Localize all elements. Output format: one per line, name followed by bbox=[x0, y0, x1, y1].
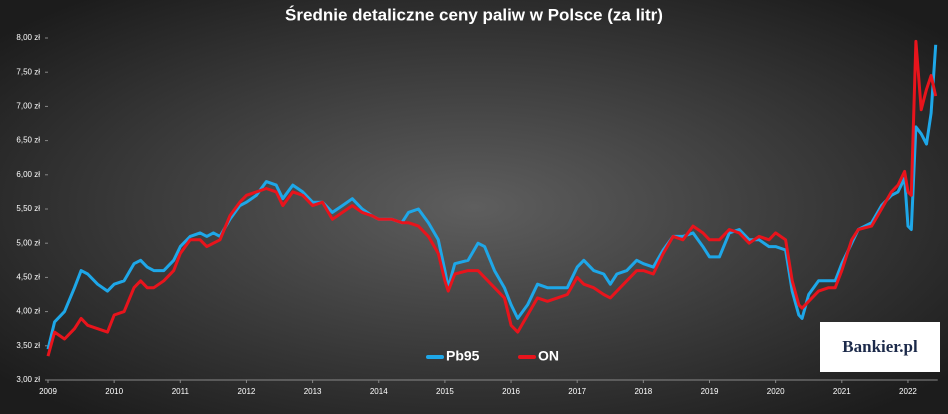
series-line bbox=[46, 44, 938, 350]
x-tick-label: 2020 bbox=[767, 387, 785, 396]
x-tick-label: 2016 bbox=[502, 387, 520, 396]
x-tick-label: 2022 bbox=[899, 387, 917, 396]
x-tick-label: 2012 bbox=[238, 387, 256, 396]
y-tick-label: 8,00 zł bbox=[16, 33, 40, 42]
x-tick-label: 2011 bbox=[172, 387, 190, 396]
chart-title: Średnie detaliczne ceny paliw w Polsce (… bbox=[285, 5, 663, 24]
y-tick-label: 3,50 zł bbox=[16, 341, 40, 350]
logo-box bbox=[820, 322, 940, 372]
x-tick-label: 2019 bbox=[701, 387, 719, 396]
y-tick-label: 4,50 zł bbox=[16, 273, 40, 282]
y-tick-label: 6,00 zł bbox=[16, 170, 40, 179]
y-tick-label: 4,00 zł bbox=[16, 307, 40, 316]
y-tick-label: 6,50 zł bbox=[16, 136, 40, 145]
x-tick-label: 2018 bbox=[634, 387, 652, 396]
series-line bbox=[46, 39, 938, 357]
y-tick-label: 3,00 zł bbox=[16, 375, 40, 384]
legend-label: Pb95 bbox=[446, 348, 480, 364]
y-tick-label: 7,50 zł bbox=[16, 67, 40, 76]
x-tick-label: 2013 bbox=[304, 387, 322, 396]
y-tick-label: 5,50 zł bbox=[16, 204, 40, 213]
x-tick-label: 2014 bbox=[370, 387, 388, 396]
y-tick-label: 5,00 zł bbox=[16, 238, 40, 247]
legend-label: ON bbox=[538, 348, 559, 364]
x-tick-label: 2009 bbox=[39, 387, 57, 396]
x-tick-label: 2010 bbox=[105, 387, 123, 396]
x-tick-label: 2017 bbox=[568, 387, 586, 396]
y-tick-label: 7,00 zł bbox=[16, 102, 40, 111]
x-tick-label: 2021 bbox=[833, 387, 851, 396]
x-tick-label: 2015 bbox=[436, 387, 454, 396]
logo: Bankier.pl bbox=[842, 337, 918, 356]
